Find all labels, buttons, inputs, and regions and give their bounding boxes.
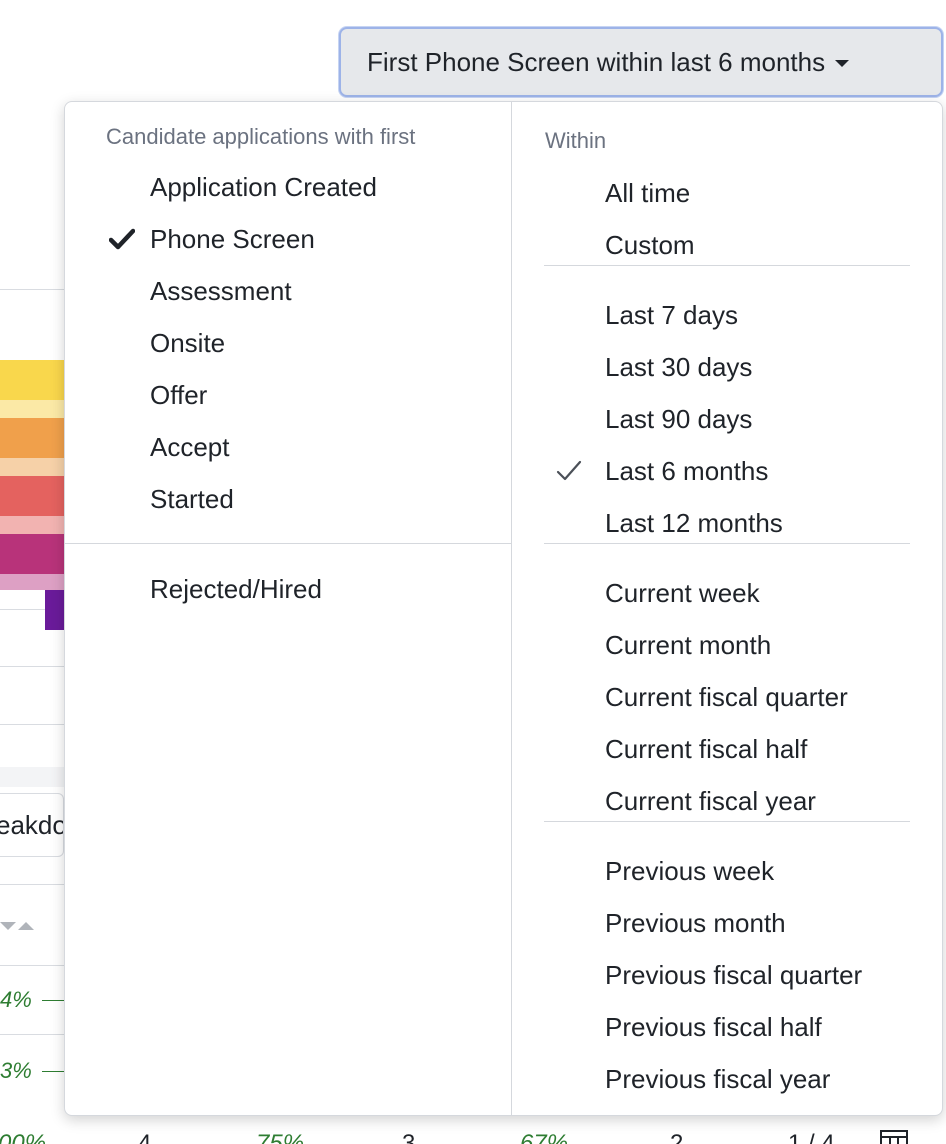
funnel-band-phone-screen <box>0 418 64 458</box>
option-range-previous-fiscal-year[interactable]: Previous fiscal year <box>605 1064 831 1094</box>
option-range-last-6-months[interactable]: Last 6 months <box>605 456 769 486</box>
within-section-heading: Within <box>545 128 607 153</box>
table-cell: 4 <box>138 1130 152 1144</box>
sort-icon[interactable] <box>0 918 36 932</box>
option-stage-offer[interactable]: Offer <box>150 380 208 410</box>
arrow-line <box>42 1071 64 1072</box>
breakdown-label: eakdo <box>0 810 64 840</box>
conversion-rate: 3% <box>0 1058 32 1083</box>
option-range-current-fiscal-quarter[interactable]: Current fiscal quarter <box>605 682 848 712</box>
caret-down-icon <box>835 59 850 67</box>
filter-dropdown-menu: Candidate applications with first Applic… <box>64 101 943 1116</box>
funnel-band-onsite <box>0 534 64 574</box>
divider <box>0 609 45 610</box>
divider <box>544 821 910 822</box>
option-range-previous-month[interactable]: Previous month <box>605 908 786 938</box>
divider <box>544 265 910 266</box>
option-stage-assessment[interactable]: Assessment <box>150 276 292 306</box>
stage-section-heading: Candidate applications with first <box>106 124 416 149</box>
divider <box>0 289 64 290</box>
option-range-previous-fiscal-quarter[interactable]: Previous fiscal quarter <box>605 960 863 990</box>
option-stage-accept[interactable]: Accept <box>150 432 230 462</box>
breakdown-selector[interactable]: eakdo <box>0 793 64 857</box>
table-icon[interactable] <box>880 1130 908 1144</box>
option-stage-application-created[interactable]: Application Created <box>150 172 377 202</box>
divider <box>0 666 64 667</box>
option-stage-onsite[interactable]: Onsite <box>150 328 226 358</box>
option-range-current-fiscal-year[interactable]: Current fiscal year <box>605 786 816 816</box>
option-range-previous-week[interactable]: Previous week <box>605 856 775 886</box>
funnel-band-application <box>0 360 64 400</box>
option-range-last-7-days[interactable]: Last 7 days <box>605 300 738 330</box>
dropdown-button-label: First Phone Screen within last 6 months <box>367 46 826 77</box>
option-range-all-time[interactable]: All time <box>605 178 691 208</box>
option-range-current-month[interactable]: Current month <box>605 630 772 660</box>
divider <box>0 884 64 885</box>
option-range-previous-fiscal-half[interactable]: Previous fiscal half <box>605 1012 822 1042</box>
table-cell: 2 <box>670 1130 684 1144</box>
arrow-line <box>42 1000 64 1001</box>
option-rejected-hired[interactable]: Rejected/Hired <box>150 574 322 604</box>
conversion-rate: 4% <box>0 987 32 1012</box>
funnel-band-assessment-light <box>0 516 64 534</box>
divider <box>0 1034 64 1035</box>
option-range-last-90-days[interactable]: Last 90 days <box>605 404 753 434</box>
table-row: 00% 4 75% 3 67% 2 1 / 4 <box>0 1126 946 1144</box>
table-cell: 1 / 4 <box>788 1130 835 1144</box>
option-range-last-12-months[interactable]: Last 12 months <box>605 508 783 538</box>
checkmark-icon <box>109 228 135 250</box>
funnel-band-onsite-light <box>0 574 64 590</box>
divider <box>65 543 511 544</box>
funnel-band-phone-screen-light <box>0 458 64 476</box>
option-range-custom[interactable]: Custom <box>605 230 695 260</box>
table-cell: 3 <box>402 1130 416 1144</box>
option-stage-started[interactable]: Started <box>150 484 234 514</box>
checkmark-icon <box>556 460 582 481</box>
option-range-current-fiscal-half[interactable]: Current fiscal half <box>605 734 808 764</box>
date-filter-dropdown-button[interactable]: First Phone Screen within last 6 months <box>339 27 943 97</box>
table-cell: 75% <box>256 1130 305 1144</box>
table-cell: 67% <box>520 1130 569 1144</box>
funnel-band-offer <box>45 590 64 630</box>
funnel-band-application-light <box>0 400 64 418</box>
option-range-current-week[interactable]: Current week <box>605 578 760 608</box>
divider <box>0 724 64 725</box>
divider <box>544 543 910 544</box>
section-gap <box>0 767 64 787</box>
funnel-band-assessment <box>0 476 64 516</box>
table-cell: 00% <box>0 1130 47 1144</box>
option-range-last-30-days[interactable]: Last 30 days <box>605 352 753 382</box>
stage-options-column: Candidate applications with first Applic… <box>65 102 512 1115</box>
date-range-options-column: Within All time Custom Last 7 days Last 30 … <box>512 102 942 1115</box>
option-stage-phone-screen[interactable]: Phone Screen <box>150 224 315 254</box>
divider <box>0 965 64 966</box>
